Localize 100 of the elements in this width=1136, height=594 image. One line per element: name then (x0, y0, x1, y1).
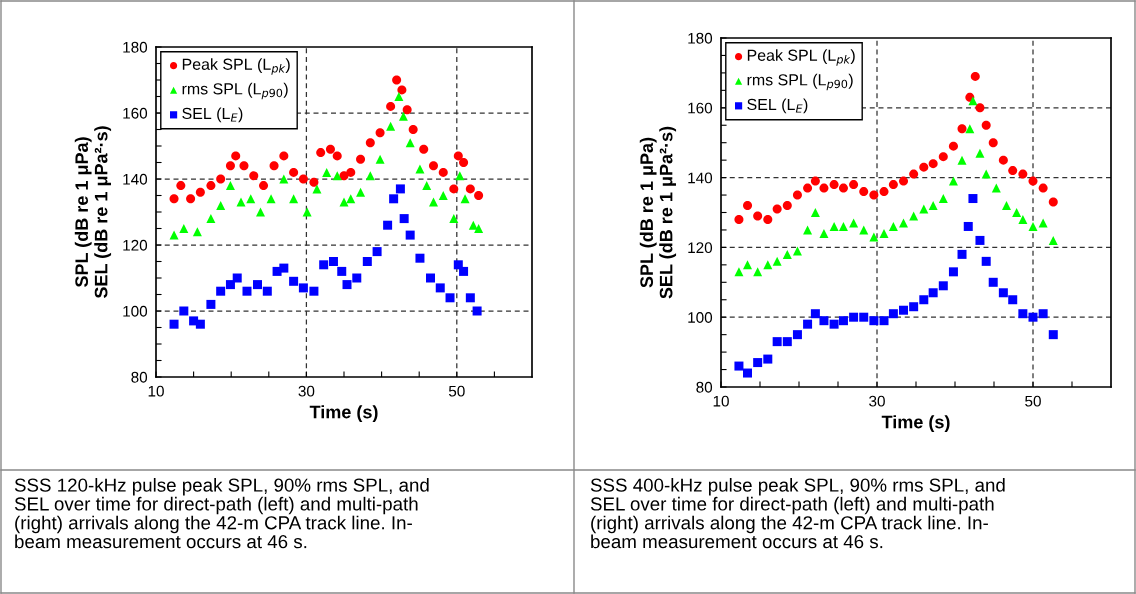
point (1008, 166, 1018, 176)
y-tick-label: 80 (696, 381, 713, 393)
point (991, 183, 1001, 193)
point (394, 92, 404, 101)
point (365, 138, 375, 148)
point (753, 211, 763, 221)
point (316, 148, 326, 158)
x-axis-title: Time (s) (881, 415, 950, 432)
point (948, 176, 958, 186)
point (782, 201, 792, 211)
point (372, 247, 382, 257)
legend-label: SEL (L$_{E}$) (182, 107, 243, 123)
point (386, 101, 396, 111)
point (869, 190, 879, 200)
point (438, 191, 448, 200)
point (879, 187, 889, 197)
point (938, 194, 948, 204)
x-axis-title: Time (s) (309, 405, 378, 422)
point (988, 138, 998, 148)
point (398, 111, 408, 121)
point (186, 194, 196, 204)
point (998, 288, 1008, 298)
point (792, 330, 802, 340)
point (734, 214, 744, 224)
point (772, 204, 782, 214)
point (772, 256, 782, 266)
legend-label: Peak SPL (L$_{pk}$) (747, 49, 855, 66)
point (453, 260, 463, 270)
point (838, 316, 848, 326)
point (919, 204, 929, 214)
point (269, 161, 279, 171)
point (1018, 309, 1028, 319)
point (319, 260, 329, 270)
point (849, 180, 859, 190)
point (279, 151, 289, 161)
point (216, 286, 226, 296)
point (397, 85, 407, 95)
legend-label: rms SPL (L$_{p90}$) (747, 73, 853, 91)
point (879, 316, 889, 326)
point (169, 194, 179, 204)
y-tick-label: 80 (131, 371, 148, 383)
point (474, 224, 484, 233)
point (981, 256, 991, 266)
point (225, 161, 235, 171)
point (838, 221, 848, 231)
point (1028, 176, 1038, 186)
point (256, 207, 266, 217)
y-tick-label: 140 (688, 172, 713, 184)
point (468, 220, 478, 230)
point (792, 190, 802, 200)
point (810, 309, 820, 319)
point (879, 228, 889, 238)
point (415, 164, 425, 174)
point (325, 144, 335, 154)
point (981, 169, 991, 179)
x-tick-label: 30 (298, 385, 315, 397)
point (231, 151, 241, 161)
point (919, 162, 929, 172)
point (743, 260, 753, 270)
point (957, 249, 967, 259)
point (782, 337, 792, 347)
y-tick-label: 160 (123, 107, 148, 119)
point (419, 144, 429, 154)
point (803, 183, 813, 193)
y-tick-label: 120 (123, 239, 148, 251)
point (1028, 221, 1038, 231)
y-tick-label: 100 (688, 312, 713, 323)
point (998, 155, 1008, 165)
point (225, 280, 235, 290)
point (975, 148, 985, 158)
point (859, 312, 869, 322)
point (928, 201, 938, 211)
point (763, 354, 773, 364)
point (988, 277, 998, 287)
point (1008, 295, 1018, 305)
x-tick-label: 50 (1025, 395, 1041, 407)
point (849, 312, 859, 322)
point (1048, 330, 1058, 340)
point (445, 293, 455, 303)
point (1012, 208, 1022, 217)
point (253, 280, 263, 290)
point (981, 120, 991, 130)
y-tick-label: 160 (688, 102, 713, 114)
point (975, 235, 985, 245)
point (460, 194, 470, 204)
point (459, 266, 469, 276)
point (474, 191, 484, 200)
point (948, 141, 958, 151)
legend-label: SEL (L$_{E}$) (747, 98, 808, 114)
point (225, 181, 235, 191)
point (216, 174, 226, 184)
text: SSS 120-kHz pulse peak SPL, 90% rms SPL, and SEL over time for direct-path (left) and multi-path (right) arrivals along the 42-m CPA track line. In- beam measurement occurs at 46 s. (14, 478, 429, 549)
point (734, 361, 744, 371)
point (389, 194, 399, 204)
point (402, 105, 412, 115)
point (753, 358, 763, 368)
point (734, 267, 744, 277)
point (435, 283, 445, 293)
point (356, 187, 366, 197)
point (869, 316, 879, 326)
